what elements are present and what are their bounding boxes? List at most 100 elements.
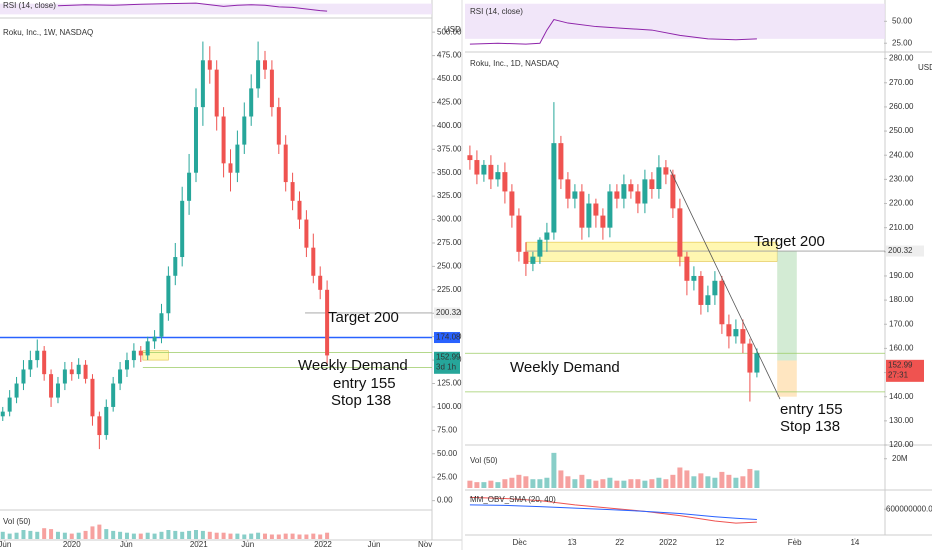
volume-bar bbox=[290, 533, 295, 539]
volume-bar bbox=[558, 470, 564, 488]
volume-bar bbox=[97, 524, 102, 539]
volume-bar bbox=[600, 479, 606, 488]
candle-body bbox=[593, 203, 599, 216]
volume-title: Vol (50) bbox=[470, 456, 498, 465]
volume-bar bbox=[69, 533, 74, 539]
volume-bar bbox=[530, 479, 536, 488]
volume-bar bbox=[256, 532, 261, 539]
candle-body bbox=[207, 60, 212, 70]
zone bbox=[142, 350, 169, 361]
price-label-box bbox=[434, 332, 460, 344]
candle-body bbox=[28, 360, 33, 370]
price-label: 200.32 bbox=[888, 246, 913, 255]
x-tick-label: 2022 bbox=[314, 540, 332, 549]
y-tick-label: 190.00 bbox=[889, 271, 914, 280]
candle-body bbox=[642, 179, 648, 204]
candle-body bbox=[467, 155, 473, 161]
candle-body bbox=[747, 343, 753, 373]
candle-body bbox=[221, 116, 226, 164]
rsi-tick-label: 50.00 bbox=[892, 16, 913, 25]
y-tick-label: 140.00 bbox=[889, 392, 914, 401]
volume-bar bbox=[586, 479, 592, 488]
candle-body bbox=[318, 275, 323, 290]
candle-body bbox=[509, 191, 515, 216]
volume-bar bbox=[628, 479, 634, 488]
volume-bar bbox=[90, 526, 95, 539]
candle-body bbox=[249, 88, 254, 117]
zone bbox=[526, 241, 778, 262]
y-tick-label: 25.00 bbox=[437, 472, 458, 481]
annotation: Target 200 bbox=[328, 309, 399, 326]
candle-body bbox=[214, 69, 219, 117]
volume-bar bbox=[193, 530, 198, 539]
volume-bar bbox=[726, 474, 732, 488]
volume-bar bbox=[635, 479, 641, 488]
candle-body bbox=[200, 60, 205, 108]
volume-bar bbox=[712, 477, 718, 488]
rsi-band bbox=[0, 3, 432, 15]
candle-body bbox=[145, 341, 150, 356]
volume-bar bbox=[607, 477, 613, 488]
volume-bar bbox=[7, 533, 12, 539]
y-tick-label: 350.00 bbox=[437, 168, 462, 177]
volume-bar bbox=[481, 482, 487, 488]
volume-bar bbox=[684, 470, 690, 488]
y-tick-label: 240.00 bbox=[889, 150, 914, 159]
annotation: Weekly Demand bbox=[510, 359, 620, 376]
volume-bar bbox=[145, 532, 150, 539]
candle-body bbox=[311, 247, 316, 276]
annotation: Stop 138 bbox=[331, 392, 391, 409]
volume-bar bbox=[691, 476, 697, 488]
volume-bar bbox=[138, 533, 143, 539]
candle-body bbox=[0, 411, 5, 417]
volume-bar bbox=[207, 531, 212, 539]
volume-bar bbox=[474, 482, 480, 488]
y-tick-label: 300.00 bbox=[437, 215, 462, 224]
volume-bar bbox=[488, 480, 494, 488]
volume-bar bbox=[565, 476, 571, 488]
candle-body bbox=[649, 179, 655, 190]
candle-body bbox=[97, 416, 102, 436]
volume-bar bbox=[187, 530, 192, 539]
volume-bar bbox=[249, 533, 254, 539]
candle-body bbox=[733, 329, 739, 337]
volume-bar bbox=[663, 479, 669, 488]
chart-title: Roku, Inc., 1D, NASDAQ bbox=[470, 59, 559, 68]
candle-body bbox=[159, 313, 164, 337]
volume-bar bbox=[124, 532, 129, 539]
volume-bar bbox=[304, 534, 309, 539]
candle-body bbox=[474, 160, 480, 175]
candle-body bbox=[544, 232, 550, 240]
candle-body bbox=[488, 164, 494, 180]
y-tick-label: 325.00 bbox=[437, 191, 462, 200]
candle-body bbox=[551, 143, 557, 233]
y-tick-label: 280.00 bbox=[889, 54, 914, 63]
volume-bar bbox=[537, 479, 543, 488]
candle-body bbox=[124, 360, 129, 370]
y-tick-label: 0.00 bbox=[437, 496, 453, 505]
volume-bar bbox=[49, 529, 54, 539]
trend-line bbox=[669, 169, 781, 400]
zone bbox=[777, 251, 797, 361]
y-tick-label: 270.00 bbox=[889, 78, 914, 87]
candle-body bbox=[111, 383, 116, 407]
obv-line bbox=[469, 504, 757, 521]
volume-bar bbox=[42, 528, 47, 539]
y-tick-label: 130.00 bbox=[889, 416, 914, 425]
volume-bar bbox=[166, 530, 171, 539]
candle-body bbox=[62, 369, 67, 384]
volume-bar bbox=[276, 534, 281, 539]
y-tick-label: 275.00 bbox=[437, 238, 462, 247]
candle-body bbox=[495, 172, 501, 180]
rsi-line bbox=[57, 2, 328, 12]
candle-body bbox=[269, 69, 274, 108]
y-tick-label: 230.00 bbox=[889, 174, 914, 183]
volume-title: Vol (50) bbox=[3, 517, 31, 526]
x-tick-label: Jun bbox=[120, 540, 133, 549]
volume-bar bbox=[269, 534, 274, 539]
y-tick-label: 160.00 bbox=[889, 344, 914, 353]
zone bbox=[777, 360, 797, 397]
volume-bar bbox=[62, 532, 67, 539]
rsi-band bbox=[465, 3, 885, 39]
